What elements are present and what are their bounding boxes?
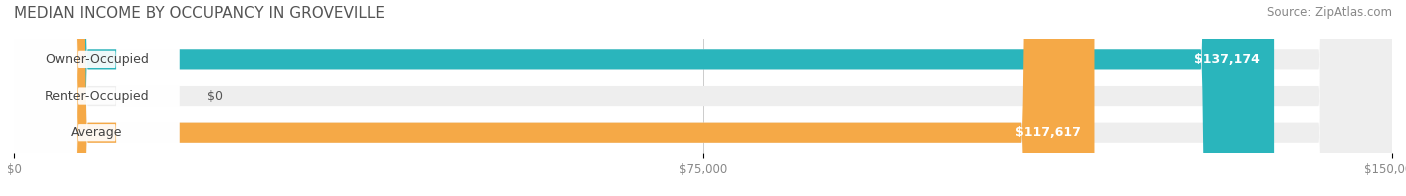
Text: $0: $0 [207,90,224,103]
Text: Owner-Occupied: Owner-Occupied [45,53,149,66]
FancyBboxPatch shape [14,0,1392,196]
FancyBboxPatch shape [14,0,1392,196]
Text: Renter-Occupied: Renter-Occupied [45,90,149,103]
Text: MEDIAN INCOME BY OCCUPANCY IN GROVEVILLE: MEDIAN INCOME BY OCCUPANCY IN GROVEVILLE [14,6,385,21]
FancyBboxPatch shape [14,0,1274,196]
Text: $137,174: $137,174 [1195,53,1260,66]
FancyBboxPatch shape [14,0,1392,196]
FancyBboxPatch shape [14,0,180,196]
FancyBboxPatch shape [14,0,1094,196]
Text: Source: ZipAtlas.com: Source: ZipAtlas.com [1267,6,1392,19]
Text: Average: Average [70,126,122,139]
Text: $117,617: $117,617 [1015,126,1081,139]
FancyBboxPatch shape [14,0,180,196]
FancyBboxPatch shape [14,0,180,196]
